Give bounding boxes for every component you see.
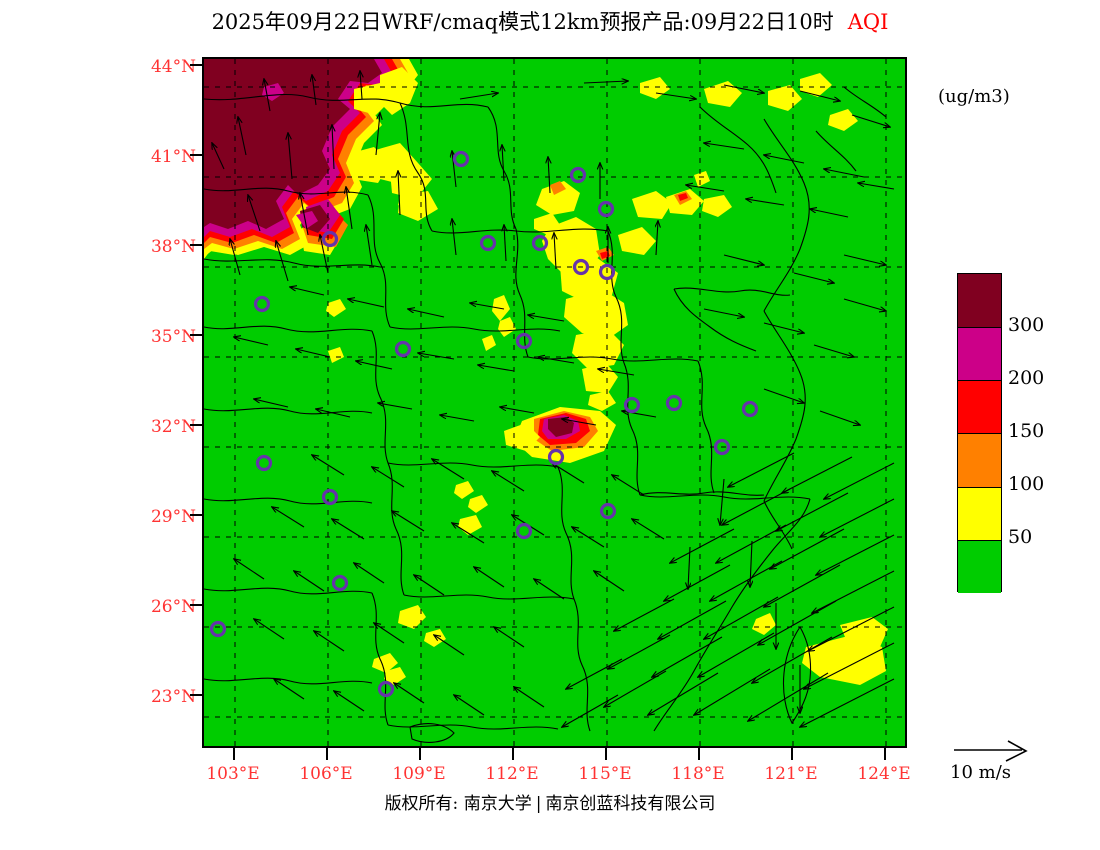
map-canvas (204, 59, 905, 746)
city-marker (515, 332, 533, 350)
city-marker (531, 234, 549, 252)
x-tick (326, 748, 328, 760)
wind-reference-arrow-icon (954, 740, 1028, 762)
colorbar-band-severe (958, 274, 1001, 328)
x-tick (884, 748, 886, 760)
y-tick (190, 514, 202, 516)
city-marker (572, 258, 590, 276)
aqi-colorbar[interactable] (957, 273, 1002, 593)
x-tick (698, 748, 700, 760)
colorbar-band-moderate (958, 486, 1001, 540)
city-marker (452, 150, 470, 168)
city-marker (321, 230, 339, 248)
colorbar-tick-label: 300 (1008, 314, 1045, 336)
x-tick-label: 109°E (392, 764, 446, 784)
title-main-text: 2025年09月22日WRF/cmaq模式12km预报产品:09月22日10时 (211, 10, 834, 34)
copyright-right-text: 南京创蓝科技有限公司 (545, 794, 716, 814)
lat-lon-gridlines (204, 59, 905, 746)
city-marker (547, 448, 565, 466)
y-tick (190, 64, 202, 66)
wind-scale-reference: 10 m/s (950, 738, 1090, 790)
x-tick (512, 748, 514, 760)
aqi-band-severe-nw (204, 59, 382, 229)
colorbar-band-very-unhealthy (958, 327, 1001, 381)
colorbar-band-good (958, 539, 1001, 593)
y-tick (190, 334, 202, 336)
y-tick-label: 26°N (150, 597, 196, 617)
colorbar-tick-label: 50 (1008, 526, 1033, 548)
city-marker (479, 234, 497, 252)
wind-reference-label: 10 m/s (950, 762, 1011, 783)
city-marker (331, 574, 349, 592)
city-marker (321, 488, 339, 506)
city-marker (253, 295, 271, 313)
wind-streamlines (212, 71, 895, 727)
y-tick (190, 244, 202, 246)
x-tick (791, 748, 793, 760)
province-boundaries (204, 86, 887, 743)
chart-title: 2025年09月22日WRF/cmaq模式12km预报产品:09月22日10时 A… (0, 6, 1100, 36)
city-marker (569, 166, 587, 184)
city-marker (209, 620, 227, 638)
title-variable-label: AQI (847, 10, 889, 34)
city-markers (209, 150, 759, 698)
colorbar-units-label: (ug/m3) (938, 86, 1010, 107)
aqi-map-plot[interactable] (202, 57, 907, 748)
aqi-band-moderate-ncp-1 (536, 181, 580, 215)
x-tick (419, 748, 421, 760)
x-tick-label: 115°E (578, 764, 632, 784)
x-tick-label: 121°E (764, 764, 818, 784)
y-tick-label: 35°N (150, 327, 196, 347)
city-marker (377, 680, 395, 698)
y-tick-label: 38°N (150, 237, 196, 257)
x-tick-label: 106°E (299, 764, 353, 784)
colorbar-tick-label: 150 (1008, 420, 1045, 442)
colorbar-band-unhealthy-sensitive (958, 433, 1001, 487)
city-marker (255, 454, 273, 472)
copyright-left-text: 版权所有: 南京大学 (384, 794, 532, 814)
x-tick (605, 748, 607, 760)
y-tick-label: 32°N (150, 417, 196, 437)
y-tick-label: 29°N (150, 507, 196, 527)
copyright-footer: 版权所有: 南京大学 | 南京创蓝科技有限公司 (0, 789, 1100, 814)
y-tick-label: 44°N (150, 57, 196, 77)
colorbar-band-unhealthy (958, 380, 1001, 434)
city-marker (598, 263, 616, 281)
x-tick-label: 103°E (206, 764, 260, 784)
x-tick-label: 112°E (485, 764, 539, 784)
y-tick (190, 154, 202, 156)
city-marker (741, 400, 759, 418)
city-marker (623, 396, 641, 414)
city-marker (597, 200, 615, 218)
y-tick (190, 694, 202, 696)
city-marker (515, 522, 533, 540)
city-marker (665, 394, 683, 412)
y-tick-label: 23°N (150, 687, 196, 707)
city-marker (599, 502, 617, 520)
city-marker (394, 340, 412, 358)
y-tick-label: 41°N (150, 147, 196, 167)
y-tick (190, 424, 202, 426)
x-tick (233, 748, 235, 760)
x-tick-label: 124°E (857, 764, 911, 784)
x-tick-label: 118°E (671, 764, 725, 784)
y-tick (190, 604, 202, 606)
city-marker (713, 438, 731, 456)
colorbar-tick-label: 100 (1008, 473, 1045, 495)
copyright-separator: | (535, 794, 542, 814)
colorbar-tick-label: 200 (1008, 367, 1045, 389)
